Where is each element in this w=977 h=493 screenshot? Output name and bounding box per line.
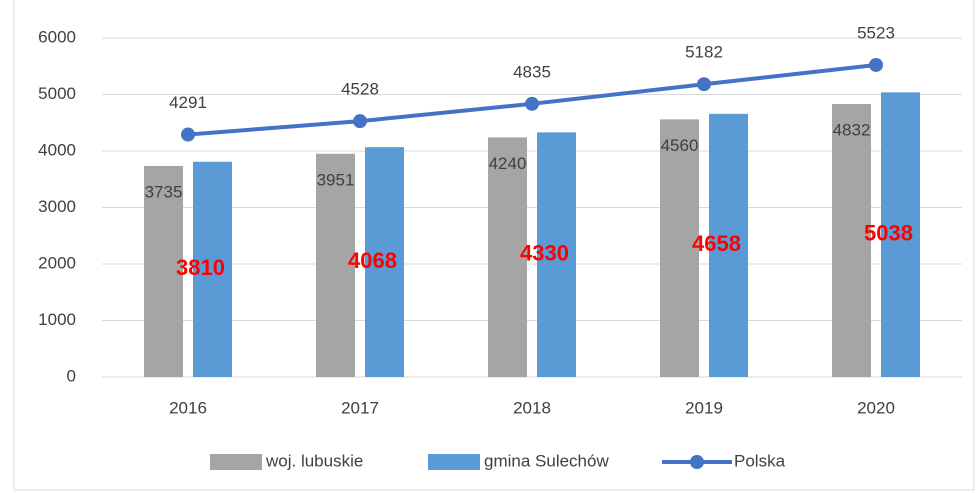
line-marker xyxy=(697,77,711,92)
line-marker xyxy=(181,127,195,142)
y-tick-label: 4000 xyxy=(38,140,76,159)
data-label: 5523 xyxy=(857,23,895,42)
data-label: 4560 xyxy=(661,136,699,155)
legend-label: Polska xyxy=(734,451,786,470)
x-tick-label: 2019 xyxy=(685,398,723,417)
y-tick-label: 1000 xyxy=(38,310,76,329)
legend-swatch xyxy=(210,454,262,470)
data-label: 4528 xyxy=(341,80,379,99)
y-tick-label: 6000 xyxy=(38,27,76,46)
legend-swatch xyxy=(428,454,480,470)
y-tick-label: 3000 xyxy=(38,197,76,216)
bar xyxy=(488,137,527,377)
data-label: 4291 xyxy=(169,93,207,112)
x-tick-label: 2016 xyxy=(169,398,207,417)
data-label: 3810 xyxy=(176,255,225,280)
data-label: 4835 xyxy=(513,62,551,81)
y-tick-label: 2000 xyxy=(38,253,76,272)
bar xyxy=(832,103,871,377)
y-tick-label: 0 xyxy=(67,366,76,385)
x-tick-label: 2017 xyxy=(341,398,379,417)
data-label: 3735 xyxy=(145,182,183,201)
data-label: 4658 xyxy=(692,231,741,256)
bar xyxy=(881,92,920,377)
bar xyxy=(193,161,232,377)
data-label: 4330 xyxy=(520,240,569,265)
data-label: 4832 xyxy=(833,120,871,139)
bar xyxy=(365,147,404,377)
data-label: 5182 xyxy=(685,43,723,62)
y-tick-label: 5000 xyxy=(38,84,76,103)
x-tick-label: 2020 xyxy=(857,398,895,417)
bar xyxy=(709,113,748,377)
bar xyxy=(660,119,699,378)
data-label: 3951 xyxy=(317,170,355,189)
x-tick-label: 2018 xyxy=(513,398,551,417)
data-label: 4068 xyxy=(348,248,397,273)
bar xyxy=(144,165,183,377)
data-label: 5038 xyxy=(864,220,913,245)
line-marker xyxy=(869,57,883,72)
bar xyxy=(537,132,576,377)
bar xyxy=(316,153,355,377)
legend-marker xyxy=(690,455,704,469)
line-marker xyxy=(353,114,367,129)
line-marker xyxy=(525,96,539,111)
legend-label: gmina Sulechów xyxy=(484,451,609,470)
data-label: 4240 xyxy=(489,154,527,173)
legend-label: woj. lubuskie xyxy=(265,451,363,470)
